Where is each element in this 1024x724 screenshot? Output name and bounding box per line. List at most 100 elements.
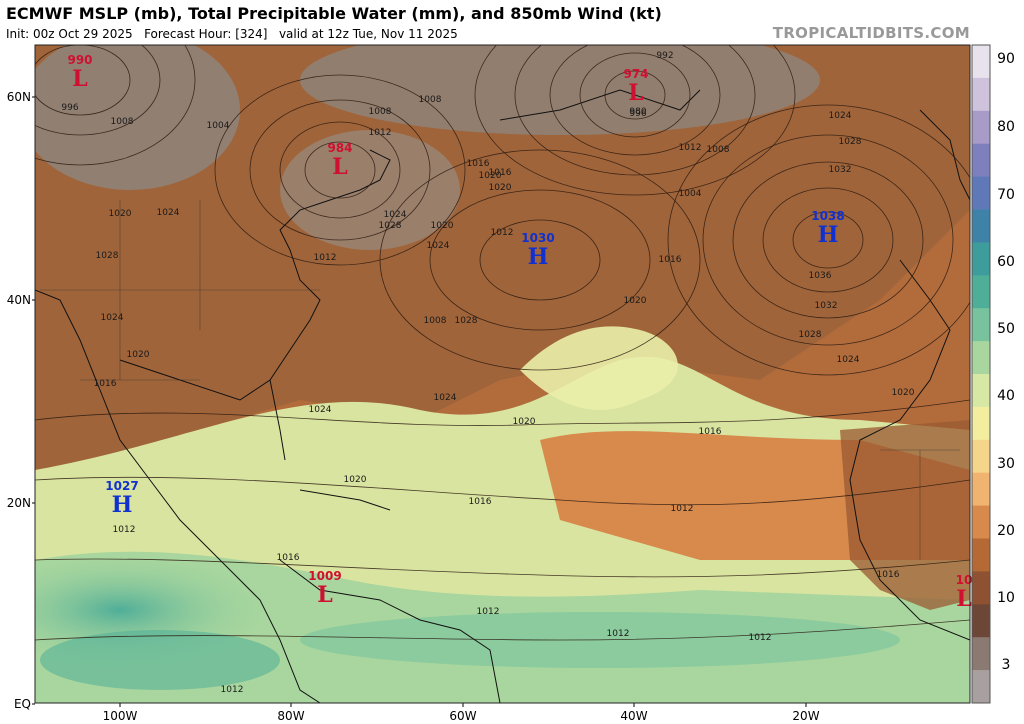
colorbar-label: 10 <box>997 590 1015 606</box>
pressure-value: 990 <box>67 53 92 67</box>
isobar-label: 1032 <box>829 165 852 175</box>
isobar-label: 1012 <box>749 633 772 643</box>
colorbar-swatch <box>972 439 990 474</box>
colorbar-swatch <box>972 374 990 408</box>
colorbar-swatch <box>972 637 990 671</box>
colorbar-swatch <box>972 341 990 375</box>
colorbar-swatch <box>972 275 990 309</box>
colorbar-label: 90 <box>997 51 1015 67</box>
isobar-label: 1024 <box>837 355 860 365</box>
pressure-letter: L <box>332 154 347 180</box>
colorbar-label: 40 <box>997 388 1015 404</box>
isobar-label: 1012 <box>607 629 630 639</box>
isobar-label: 1012 <box>221 685 244 695</box>
isobar-label: 1024 <box>434 393 457 403</box>
isobar-label: 1016 <box>877 570 900 580</box>
isobar-label: 1020 <box>479 171 502 181</box>
colorbar-swatch <box>972 77 990 112</box>
lon-label-80w: 80W <box>277 709 304 723</box>
brand-watermark: TROPICALTIDBITS.COM <box>772 24 970 42</box>
pressure-letter: H <box>528 244 549 270</box>
isobar-label: 1028 <box>379 221 402 231</box>
borders <box>40 200 960 560</box>
isobar-label: 1020 <box>624 296 647 306</box>
isobar-label: 1012 <box>369 128 392 138</box>
isobar-label: 1012 <box>314 253 337 263</box>
isobar-label: 992 <box>656 51 673 61</box>
colorbar-swatch <box>972 110 990 145</box>
isobar-label: 1016 <box>699 427 722 437</box>
isobar-label: 1020 <box>109 209 132 219</box>
pressure-letter: L <box>628 80 643 106</box>
isobar-label: 1020 <box>431 221 454 231</box>
isobar-label: 1024 <box>309 405 332 415</box>
isobar-label: 1036 <box>809 271 832 281</box>
colorbar-label: 3 <box>1002 657 1011 673</box>
pressure-letter: L <box>72 66 87 92</box>
colorbar-swatch <box>972 670 990 704</box>
isobar-label: 1020 <box>513 417 536 427</box>
isobars <box>35 45 970 641</box>
isobar-label: 1028 <box>455 316 478 326</box>
colorbar-swatch <box>972 143 990 178</box>
latitude-axis: 60N 40N 20N EQ <box>7 90 35 711</box>
isobar-label: 1028 <box>839 137 862 147</box>
pressure-value: 984 <box>327 141 352 155</box>
init-time: Init: 00z Oct 29 2025 <box>6 27 133 41</box>
isobar-label: 996 <box>629 109 646 119</box>
colorbar-swatch <box>972 176 990 210</box>
colorbar-swatch <box>972 604 990 638</box>
colorbar-swatch <box>972 308 990 342</box>
isobar-label: 1028 <box>799 330 822 340</box>
pressure-value: 1038 <box>811 209 844 223</box>
isobar-label: 1008 <box>369 107 392 117</box>
isobar-label: 1012 <box>679 143 702 153</box>
pressure-value: 10 <box>956 573 973 587</box>
isobar-label: 1020 <box>344 475 367 485</box>
isobar-label: 1008 <box>111 117 134 127</box>
isobar-label: 1016 <box>469 497 492 507</box>
lat-label-eq: EQ <box>14 697 31 711</box>
lon-label-60w: 60W <box>449 709 476 723</box>
colorbar-swatch <box>972 538 990 572</box>
map-title: ECMWF MSLP (mb), Total Precipitable Wate… <box>6 4 662 23</box>
colorbar-frame <box>971 44 991 704</box>
colorbar-label: 20 <box>997 523 1015 539</box>
isobar-label: 1024 <box>427 241 450 251</box>
lat-label-40n: 40N <box>7 293 31 307</box>
isobar-label: 1024 <box>101 313 124 323</box>
map-info-line: Init: 00z Oct 29 2025 Forecast Hour: [32… <box>6 27 458 41</box>
lat-label-60n: 60N <box>7 90 31 104</box>
lon-label-20w: 20W <box>792 709 819 723</box>
isobar-label: 980 <box>629 107 646 117</box>
isobar-label: 1024 <box>384 210 407 220</box>
colorbar-swatch <box>972 45 990 79</box>
isobar-label: 1020 <box>127 350 150 360</box>
lon-label-100w: 100W <box>103 709 138 723</box>
lat-label-20n: 20N <box>7 496 31 510</box>
isobar-label: 1016 <box>467 159 490 169</box>
isobar-label: 1016 <box>277 553 300 563</box>
pressure-letter: H <box>112 492 133 518</box>
pressure-letter: L <box>317 582 332 608</box>
sahara-land <box>840 420 970 610</box>
pressure-value: 1030 <box>521 231 554 245</box>
isobar-label: 1020 <box>892 388 915 398</box>
colorbar-label: 60 <box>997 254 1015 270</box>
low-pressure-center: 10L <box>956 573 973 612</box>
isobar-label: 1008 <box>419 95 442 105</box>
isobar-label: 1012 <box>113 525 136 535</box>
isobar-label: 1004 <box>207 121 230 131</box>
polar-air-north <box>300 45 820 135</box>
longitude-axis: 100W 80W 60W 40W 20W <box>103 703 820 723</box>
pressure-value: 1009 <box>308 569 341 583</box>
isobar-label: 1008 <box>424 316 447 326</box>
isobar-label: 1024 <box>829 111 852 121</box>
